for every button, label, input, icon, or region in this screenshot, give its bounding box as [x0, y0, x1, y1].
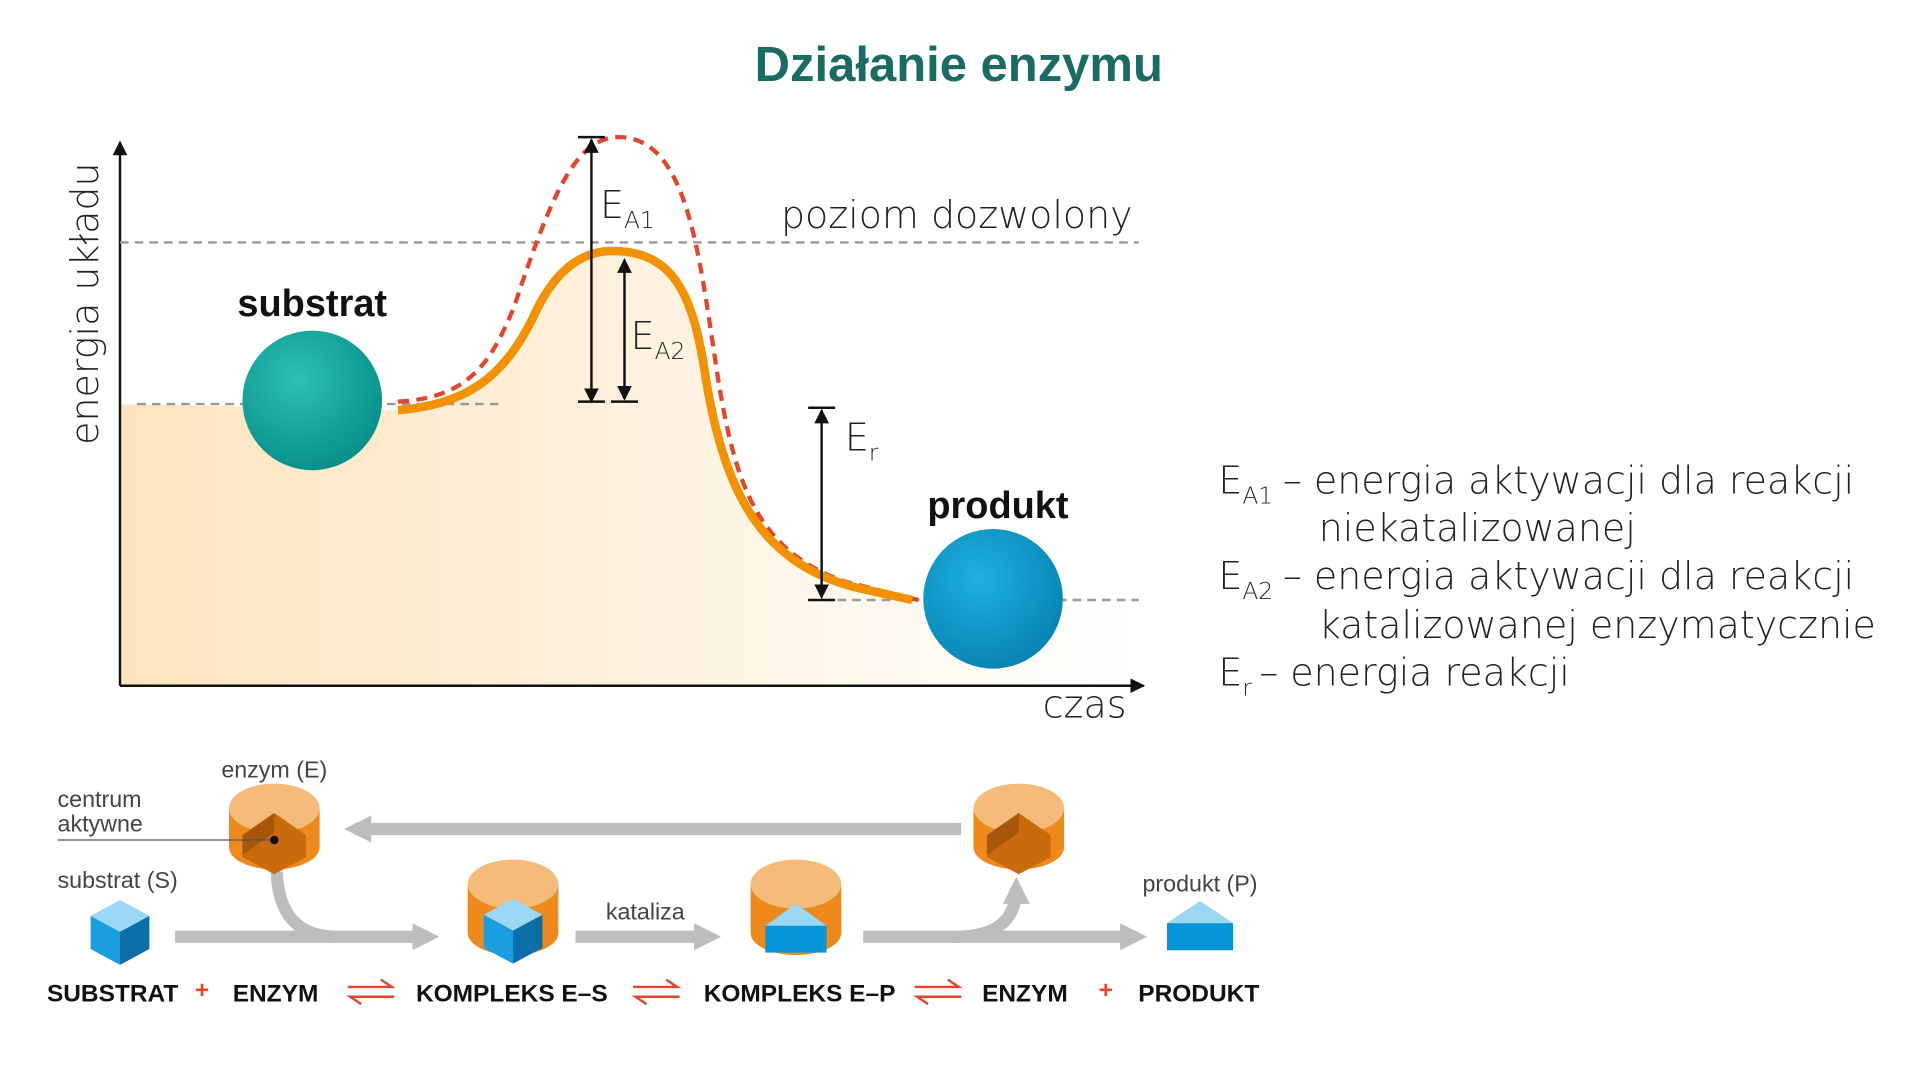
legend-entry: EA2 – energia aktywacji dla reakcji: [1218, 554, 1854, 605]
product-top: [765, 903, 827, 926]
active-site-label: aktywne: [58, 810, 143, 836]
symbol: E: [1218, 458, 1242, 502]
equilibrium: [913, 978, 963, 1006]
legend-continuation: niekatalizowanej: [1319, 506, 1636, 550]
enzyme-label: enzym (E): [221, 757, 327, 783]
enzyme-icon: [973, 783, 1065, 875]
symbol: E: [1218, 554, 1242, 598]
product-label: produkt (P): [1142, 870, 1257, 896]
equation-term: ENZYM: [982, 981, 1068, 1008]
subscript: A1: [1242, 482, 1273, 509]
legend-text: – energia aktywacji dla reakcji: [1283, 458, 1854, 502]
product-top: [1166, 901, 1234, 924]
catalyzed-curve: [397, 246, 914, 605]
subscript: r: [1242, 675, 1252, 702]
legend-continuation: katalizowanej enzymatycznie: [1319, 603, 1876, 647]
substrate-label: substrat: [237, 283, 387, 325]
equilibrium: [631, 978, 682, 1006]
plus: +: [1099, 977, 1113, 1004]
active-site-label: centrum: [58, 786, 142, 812]
area-fill: [120, 251, 1139, 686]
uncatalyzed-curve: [397, 134, 919, 603]
substrate-label: substrat (S): [58, 867, 178, 893]
equilibrium: [346, 978, 396, 1006]
equation-term: KOMPLEKS E–S: [416, 981, 608, 1008]
plus: +: [195, 977, 209, 1004]
substrate-icon: [90, 900, 150, 965]
title: Działanie enzymu: [755, 38, 1163, 92]
pointer-dot: [270, 835, 279, 845]
equation-term: PRODUKT: [1138, 981, 1259, 1008]
release-arrow: [954, 876, 1030, 943]
symbol: E: [845, 416, 869, 460]
equilibrium-arrows: [346, 978, 963, 1006]
product-sphere: [923, 528, 1063, 669]
legend-text: – energia aktywacji dla reakcji: [1283, 554, 1854, 598]
equation-term: KOMPLEKS E–P: [704, 981, 896, 1008]
product-label: produkt: [927, 485, 1069, 527]
symbol: E: [631, 314, 655, 358]
catalysis-label: kataliza: [606, 899, 685, 925]
subscript: r: [869, 439, 879, 466]
y-axis-label: energia układu: [63, 162, 107, 444]
symbol: E: [600, 183, 624, 227]
mechanism: enzym (E) centrum aktywne substrat (S) k…: [47, 757, 1259, 1008]
legend: EA1– energia aktywacji dla reakcji nieka…: [1218, 458, 1876, 701]
legend-entry: Er – energia reakcji: [1218, 651, 1569, 702]
legend-text: – energia reakcji: [1259, 651, 1570, 695]
join-arrow: [270, 871, 337, 943]
energy-arrows: [577, 135, 836, 602]
symbol: E: [1218, 651, 1242, 695]
subscript: A2: [1242, 578, 1273, 605]
enzyme-icon: [228, 783, 320, 875]
marker: Er: [845, 416, 879, 467]
legend-entry: EA1 – energia aktywacji dla reakcji: [1218, 458, 1854, 509]
marker: EA1: [600, 183, 655, 234]
x-axis-label: czas: [1043, 683, 1127, 727]
subscript: A1: [624, 207, 655, 234]
equation-term: SUBSTRAT: [47, 981, 178, 1008]
allowed-level-label: poziom dozwolony: [781, 193, 1133, 237]
subscript: A2: [655, 338, 686, 365]
substrate-sphere: [242, 330, 383, 471]
equation-term: ENZYM: [233, 981, 319, 1008]
marker: EA2: [631, 314, 686, 365]
